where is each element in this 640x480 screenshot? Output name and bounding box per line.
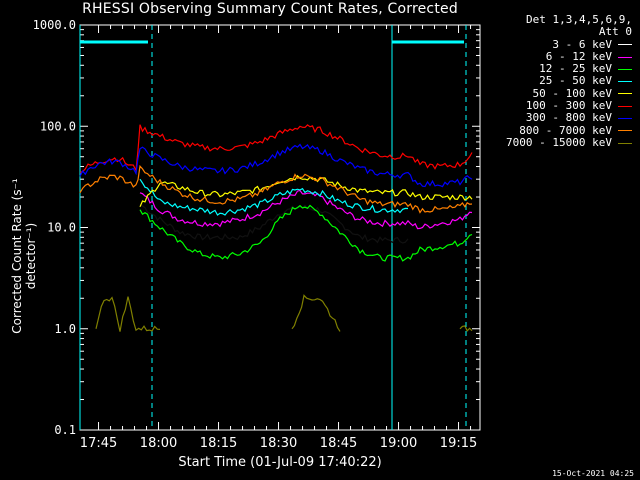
legend-entry: 6 - 12 keV <box>506 49 632 63</box>
x-tick-label: 17:45 <box>80 436 117 451</box>
x-tick-label: 18:15 <box>200 436 237 451</box>
y-tick-label: 0.1 <box>54 423 76 437</box>
legend-swatch <box>618 118 632 120</box>
y-tick-label: 1000.0 <box>33 18 76 32</box>
plot-frame <box>79 24 481 431</box>
legend-swatch <box>618 81 632 83</box>
legend-header-2: Att 0 <box>598 25 632 39</box>
legend: Det 1,3,4,5,6,9, Att 0 3 - 6 keV 6 - 12 k… <box>506 13 632 149</box>
chart-title: RHESSI Observing Summary Count Rates, Co… <box>82 1 458 17</box>
legend-swatch <box>618 68 632 70</box>
legend-label: 3 - 6 keV <box>552 37 612 51</box>
y-tick-label: 10.0 <box>47 221 76 235</box>
series-line-8 <box>459 325 473 332</box>
legend-label: 12 - 25 keV <box>539 62 612 76</box>
legend-entry: 12 - 25 keV <box>506 62 632 76</box>
timestamp: 15-Oct-2021 04:25 <box>552 469 634 478</box>
y-tick-label: 1.0 <box>54 322 76 336</box>
y-axis-label: Corrected Count Rate (s⁻¹ detector⁻¹) <box>10 178 38 334</box>
series-line-4 <box>139 174 473 208</box>
y-tick-label: 100.0 <box>40 119 76 133</box>
x-tick-label: 19:15 <box>440 436 477 451</box>
legend-label: 300 - 800 keV <box>525 111 612 125</box>
x-axis-label: Start Time (01-Jul-09 17:40:22) <box>178 455 382 470</box>
series-line-7 <box>79 164 473 214</box>
legend-entry: 300 - 800 keV <box>506 112 632 124</box>
legend-swatch <box>618 142 632 144</box>
series-line-8 <box>95 296 161 332</box>
legend-entry: 25 - 50 keV <box>506 75 632 87</box>
x-tick-label: 18:00 <box>140 436 177 451</box>
series-line-5 <box>79 124 473 173</box>
legend-label: 800 - 7000 keV <box>519 123 612 137</box>
legend-swatch <box>618 105 632 107</box>
series-line-0 <box>139 203 409 244</box>
series-line-2 <box>139 204 473 262</box>
legend-entry: 100 - 300 keV <box>506 99 632 113</box>
x-tick-label: 19:00 <box>380 436 417 451</box>
legend-swatch <box>618 44 632 46</box>
series-line-8 <box>291 294 341 332</box>
legend-swatch <box>618 93 632 95</box>
legend-label: 6 - 12 keV <box>545 49 612 63</box>
series-line-3 <box>139 178 409 216</box>
legend-entry: 3 - 6 keV <box>506 37 632 51</box>
x-tick-label: 18:45 <box>320 436 357 451</box>
legend-swatch <box>618 130 632 132</box>
legend-entry: 7000 - 15000 keV <box>506 135 632 149</box>
x-tick-label: 18:30 <box>260 436 297 451</box>
legend-label: 7000 - 15000 keV <box>506 135 612 149</box>
legend-entry: 50 - 100 keV <box>506 86 632 100</box>
legend-label: 100 - 300 keV <box>525 99 612 113</box>
legend-label: 25 - 50 keV <box>539 74 612 88</box>
series-line-1 <box>139 189 473 230</box>
legend-label: 50 - 100 keV <box>532 86 612 100</box>
legend-header-1: Det 1,3,4,5,6,9, <box>526 13 632 26</box>
series-line-6 <box>79 143 473 188</box>
legend-swatch <box>618 56 632 58</box>
legend-entry: 800 - 7000 keV <box>506 123 632 137</box>
